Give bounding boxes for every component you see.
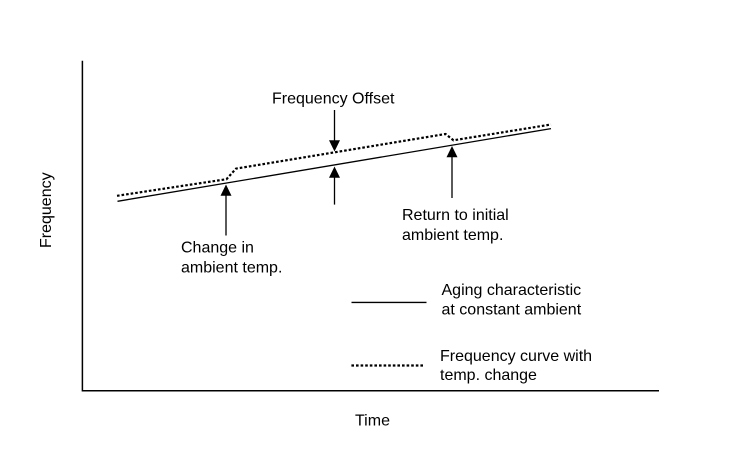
svg-text:Aging characteristic: Aging characteristic [442,282,582,299]
svg-text:Time: Time [355,412,390,429]
svg-text:temp. change: temp. change [440,367,537,384]
svg-text:ambient temp.: ambient temp. [181,259,282,276]
svg-text:at constant ambient: at constant ambient [442,302,582,319]
svg-text:Frequency Offset: Frequency Offset [272,91,395,108]
svg-text:Change in: Change in [181,240,254,257]
svg-text:ambient temp.: ambient temp. [402,227,503,244]
svg-text:Frequency: Frequency [38,172,55,248]
svg-text:Return to initial: Return to initial [402,207,509,224]
svg-text:Frequency curve with: Frequency curve with [440,348,592,365]
